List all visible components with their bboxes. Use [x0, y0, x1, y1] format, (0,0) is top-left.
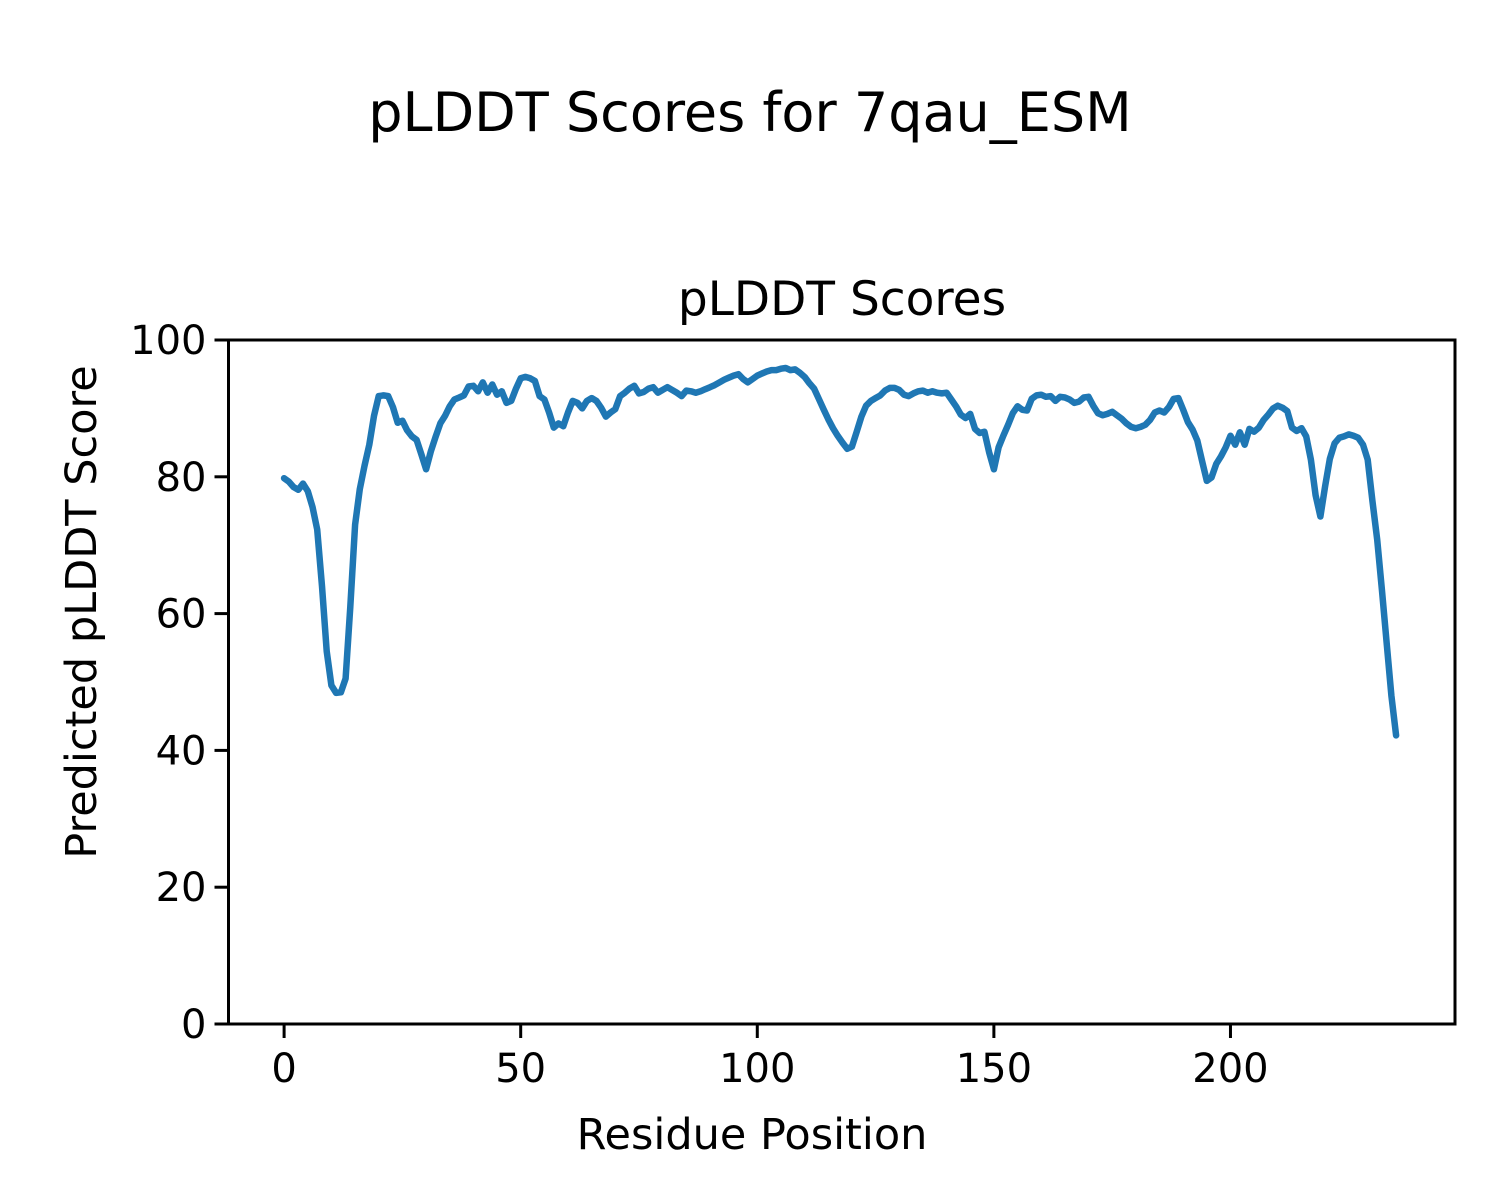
axes-title: pLDDT Scores: [677, 272, 1007, 327]
x-tick-label: 50: [495, 1046, 546, 1092]
y-tick-label: 20: [156, 865, 207, 911]
plddt-line: [280, 364, 1400, 739]
y-tick-label: 40: [156, 728, 207, 774]
x-tick-label: 0: [271, 1046, 296, 1092]
figure-title: pLDDT Scores for 7qau_ESM: [368, 81, 1132, 144]
x-tick-label: 100: [719, 1046, 795, 1092]
x-axis-label: Residue Position: [576, 1110, 928, 1160]
y-tick-label: 100: [130, 318, 206, 364]
x-tick-label: 200: [1192, 1046, 1268, 1092]
axes-frame: [227, 338, 1457, 1026]
y-tick-label: 0: [181, 1002, 206, 1048]
y-tick-label: 80: [156, 455, 207, 501]
x-tick-label: 150: [956, 1046, 1032, 1092]
y-tick-label: 60: [156, 592, 207, 638]
